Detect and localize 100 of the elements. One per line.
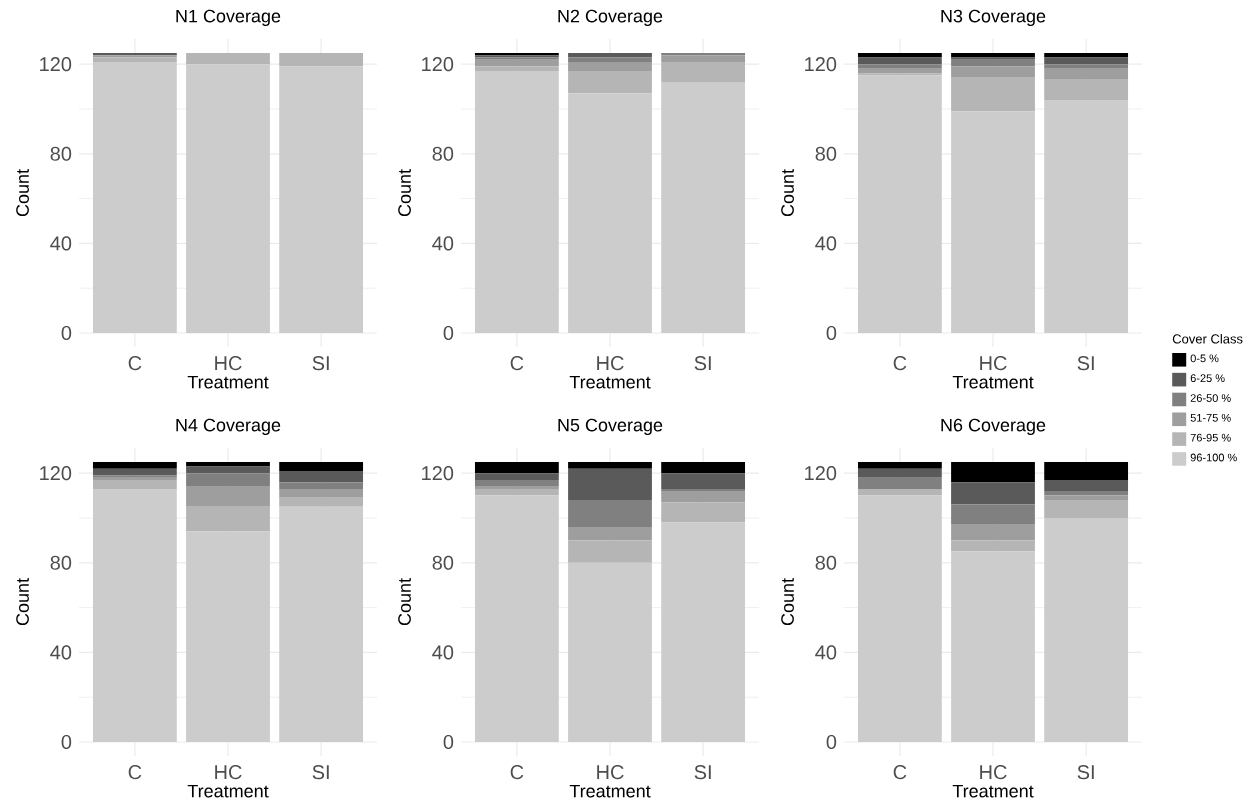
bar: [279, 52, 364, 67]
bar: [279, 470, 364, 483]
bar: [661, 473, 746, 489]
bar: [857, 488, 942, 496]
bar: [857, 477, 942, 489]
bar: [661, 461, 746, 474]
bar: [1044, 517, 1129, 742]
chart-title: N2 Coverage: [558, 9, 663, 27]
bar: [279, 461, 364, 471]
y-tick-label: 120: [422, 466, 454, 481]
legend-label: 26-50 %: [1190, 394, 1231, 402]
x-tick-label: HC: [597, 356, 624, 371]
bar: [857, 461, 942, 469]
bar: [951, 461, 1035, 483]
y-tick-label: 0: [61, 734, 72, 750]
y-tick-label: 0: [443, 325, 454, 341]
y-tick-label: 0: [443, 734, 454, 750]
bar: [568, 70, 652, 94]
bar: [568, 61, 652, 71]
x-axis-title: Treatment: [187, 375, 269, 389]
bar: [474, 461, 559, 474]
x-tick-label: C: [128, 765, 142, 780]
y-axis-title: Count: [781, 578, 794, 626]
bar: [186, 64, 270, 333]
bar: [661, 502, 746, 523]
x-tick-label: HC: [215, 765, 242, 780]
x-tick-label: HC: [215, 356, 242, 371]
y-tick-label: 80: [815, 555, 837, 570]
y-tick-label: 0: [61, 325, 72, 341]
y-tick-label: 120: [40, 57, 72, 72]
y-tick-label: 40: [815, 645, 837, 660]
y-tick-label: 40: [50, 236, 72, 251]
x-tick-label: SI: [694, 356, 711, 371]
bar: [857, 52, 942, 58]
y-axis-title: Count: [398, 169, 411, 217]
y-tick-label: 40: [432, 236, 454, 251]
y-tick-label: 80: [432, 555, 454, 570]
bar: [661, 82, 746, 333]
bar: [857, 57, 942, 65]
bar: [474, 488, 559, 496]
legend-label: 76-95 %: [1190, 433, 1231, 442]
y-tick-label: 120: [805, 466, 837, 481]
bar: [951, 59, 1035, 67]
bar: [857, 495, 942, 742]
bar: [857, 68, 942, 74]
chart-title: N1 Coverage: [176, 9, 281, 27]
x-tick-label: C: [893, 356, 907, 371]
legend-label: 6-25 %: [1190, 374, 1225, 383]
bar: [568, 526, 652, 541]
bar: [1044, 52, 1129, 58]
bar: [1044, 491, 1129, 496]
bar: [568, 93, 652, 333]
bar: [1044, 100, 1129, 333]
x-axis-title: Treatment: [952, 784, 1034, 798]
bar: [568, 500, 652, 527]
x-tick-label: SI: [1077, 765, 1094, 780]
bar: [92, 57, 177, 62]
y-tick-label: 40: [815, 236, 837, 251]
bar: [186, 506, 270, 532]
bar: [568, 540, 652, 563]
x-tick-label: HC: [980, 765, 1007, 780]
x-axis-title: Treatment: [952, 375, 1034, 389]
bar: [568, 52, 652, 58]
bar: [474, 473, 559, 480]
bar: [857, 64, 942, 69]
x-tick-label: SI: [312, 356, 329, 371]
chart-title: N6 Coverage: [941, 418, 1046, 436]
y-tick-label: 40: [432, 645, 454, 660]
bar: [857, 468, 942, 478]
bar: [474, 66, 559, 71]
bar: [568, 468, 652, 501]
bar: [951, 57, 1035, 60]
y-axis-title: Count: [781, 169, 794, 217]
bar: [951, 77, 1035, 112]
x-tick-label: C: [510, 765, 524, 780]
y-tick-label: 80: [50, 555, 72, 570]
bar: [186, 473, 270, 487]
y-tick-label: 120: [422, 57, 454, 72]
x-tick-label: HC: [597, 765, 624, 780]
bar: [92, 479, 177, 489]
bar: [474, 479, 559, 487]
bar: [951, 52, 1035, 58]
x-tick-label: C: [510, 356, 524, 371]
legend-label: 0-5 %: [1190, 354, 1219, 363]
bar: [661, 491, 746, 503]
x-axis-title: Treatment: [187, 784, 269, 798]
bar: [1044, 500, 1129, 518]
bar: [857, 75, 942, 333]
bar: [568, 461, 652, 469]
x-tick-label: C: [128, 356, 142, 371]
bar: [661, 522, 746, 742]
bar: [186, 52, 270, 65]
bar: [951, 482, 1035, 505]
x-tick-label: C: [893, 765, 907, 780]
bar: [186, 486, 270, 507]
bar: [92, 61, 177, 333]
y-tick-label: 0: [826, 325, 837, 341]
bar: [92, 488, 177, 742]
bar: [661, 61, 746, 83]
bar: [279, 482, 364, 489]
